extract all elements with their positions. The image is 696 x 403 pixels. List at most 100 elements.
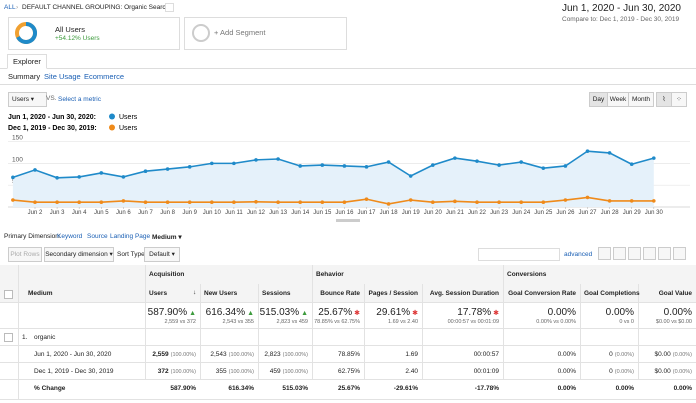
legend-dot (109, 113, 115, 120)
cell: 515.03% (258, 385, 308, 392)
x-tick-label: Jun 3 (50, 210, 65, 216)
subtab[interactable]: Summary (8, 72, 41, 81)
total-value: 616.34% ▲ (205, 307, 254, 318)
metric-select[interactable]: Users ▾ (8, 92, 47, 107)
breadcrumb-all[interactable]: ALL (4, 4, 16, 11)
table-row (0, 362, 696, 380)
cell: -17.78% (422, 385, 499, 392)
breadcrumb-dropdown[interactable] (165, 3, 174, 12)
group-header: Conversions (507, 271, 547, 278)
secondary-dimension[interactable]: Secondary dimension ▾ (44, 247, 114, 262)
point (342, 164, 347, 168)
cell-value: 515.03% (282, 385, 308, 392)
table-row (0, 345, 696, 363)
add-segment-card[interactable] (184, 17, 347, 50)
point (519, 200, 523, 204)
cell-value: 62.75% (337, 368, 360, 375)
date-range[interactable]: Jun 1, 2020 - Jun 30, 2020 (562, 3, 681, 14)
subtab[interactable]: Site Usage (44, 72, 81, 81)
search-box[interactable] (478, 248, 560, 261)
view-icon[interactable] (643, 247, 656, 260)
cell-share: (0.00%) (672, 369, 692, 375)
add-segment[interactable]: + Add Segment (214, 28, 266, 37)
x-tick-label: Jun 17 (357, 210, 376, 216)
view-icon[interactable] (658, 247, 671, 260)
dimension-option[interactable]: Landing Page (110, 233, 151, 240)
cell-value: 0 (609, 368, 613, 375)
cell: 355 (100.00%) (200, 368, 254, 375)
x-tick-label: Jun 22 (468, 210, 487, 216)
dimension-option[interactable]: Keyword (57, 233, 83, 240)
sort-type[interactable]: Default ▾ (144, 247, 180, 262)
point (77, 175, 81, 179)
breadcrumb-sep: › (16, 4, 19, 11)
period-button[interactable]: Week (607, 92, 629, 107)
table-row (0, 302, 696, 329)
view-icon[interactable] (673, 247, 686, 260)
x-tick-label: Jun 29 (623, 210, 642, 216)
cell-value: 0 (609, 351, 613, 358)
view-icon[interactable] (598, 247, 611, 260)
cell: -29.61% (364, 385, 418, 392)
subtab[interactable]: Ecommerce (84, 72, 125, 81)
column-header: Goal Conversion Rate (508, 290, 576, 297)
cell: 2,559 (100.00%) (145, 351, 196, 358)
secondary-label: Secondary dimension (45, 251, 108, 258)
period-button[interactable]: Day (589, 92, 608, 107)
point (629, 162, 634, 167)
point (298, 200, 303, 204)
point (55, 200, 59, 204)
point (563, 198, 568, 202)
x-tick-label: Jun 23 (490, 210, 509, 216)
point (276, 157, 280, 161)
select-metric[interactable]: Select a metric (58, 96, 101, 103)
point (431, 200, 435, 204)
chart: Jun 1, 2020 - Jun 30, 2020: Users Dec 1, 2… (8, 113, 690, 222)
trend-marker: ▲ (299, 310, 308, 317)
point (187, 165, 192, 169)
cell-value: -17.78% (474, 385, 499, 392)
point (475, 159, 479, 163)
cell-share: (100.00%) (170, 352, 196, 358)
x-tick-label: Jun 15 (313, 210, 332, 216)
motion-chart-toggle[interactable]: ⁘ (671, 92, 687, 107)
plot-rows[interactable]: Plot Rows (8, 247, 42, 262)
cell: $0.00 (0.00%) (638, 368, 692, 375)
cell-value: 00:00:57 (473, 351, 499, 358)
cell: 0.00% (503, 368, 576, 375)
trend-marker: ✱ (352, 310, 360, 317)
segment-name: All Users (55, 25, 86, 34)
point (232, 161, 236, 166)
point (33, 168, 37, 172)
x-tick-label: Jun 5 (94, 210, 109, 216)
line-chart-toggle[interactable]: ⌇ (656, 92, 672, 107)
period-button[interactable]: Month (628, 92, 654, 107)
cell-share: (100.00%) (282, 352, 308, 358)
point (254, 158, 258, 162)
column-header: Users (149, 290, 168, 297)
divider (0, 84, 696, 85)
point (342, 200, 347, 204)
point (121, 199, 126, 203)
total-compare: $0.00 vs $0.00 (655, 319, 692, 325)
dimension-option[interactable]: Source (87, 233, 108, 240)
checkbox (4, 290, 13, 299)
total-value: 587.90% ▲ (147, 307, 196, 318)
view-icon[interactable] (613, 247, 626, 260)
dimension-option[interactable]: Medium ▾ (152, 234, 182, 241)
x-tick-label: Jun 13 (269, 210, 288, 216)
cell: 0 (0.00%) (580, 351, 634, 358)
cell-value: 0.00% (557, 385, 576, 392)
tab[interactable]: Explorer (7, 54, 47, 69)
view-icon[interactable] (628, 247, 641, 260)
cell-value: 2,559 (152, 351, 169, 358)
point (497, 163, 501, 167)
point (652, 199, 656, 203)
column-header: Goal Completions (584, 290, 640, 297)
sort-label: Sort Type: (117, 251, 147, 258)
cell: 62.75% (312, 368, 360, 375)
x-tick-label: Jun 14 (291, 210, 310, 216)
point (607, 199, 612, 203)
advanced-link[interactable]: advanced (564, 251, 593, 258)
